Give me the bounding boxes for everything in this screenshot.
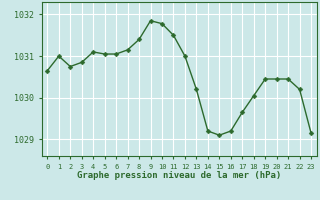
X-axis label: Graphe pression niveau de la mer (hPa): Graphe pression niveau de la mer (hPa) [77, 171, 281, 180]
